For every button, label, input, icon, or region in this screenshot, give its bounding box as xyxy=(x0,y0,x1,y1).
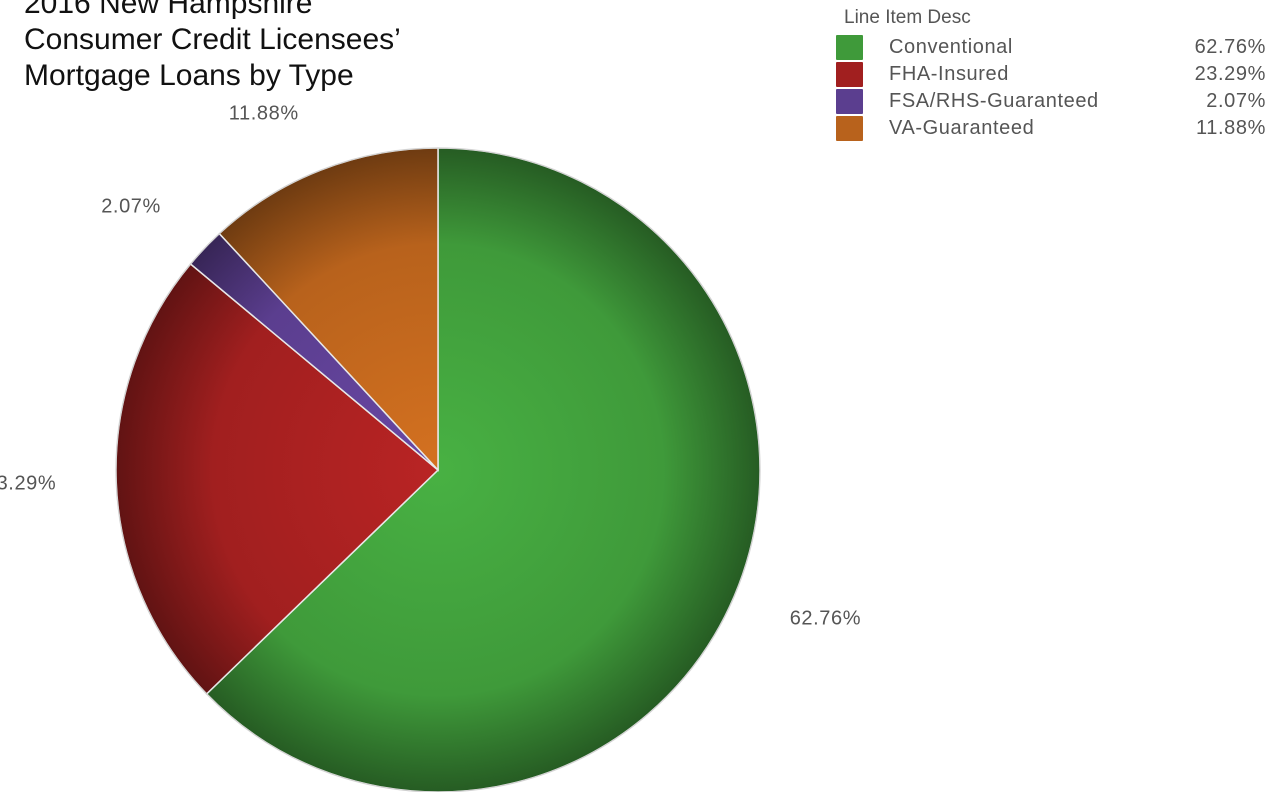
chart-title-line: 2016 New Hampshire xyxy=(24,0,313,20)
chart-title-line: Mortgage Loans by Type xyxy=(24,59,354,92)
chart-title-line: Consumer Credit Licensees’ xyxy=(24,23,401,56)
legend-swatch xyxy=(836,116,863,141)
legend-title: Line Item Desc xyxy=(844,7,971,28)
legend-item-fha-insured[interactable]: FHA-Insured 23.29% xyxy=(836,61,1266,88)
pie-data-label: 11.88% xyxy=(229,103,299,125)
legend-label: Conventional xyxy=(889,36,1013,58)
legend-swatch xyxy=(836,89,863,114)
legend-value: 11.88% xyxy=(1196,117,1266,139)
legend-value: 2.07% xyxy=(1206,90,1266,112)
legend-label: VA-Guaranteed xyxy=(889,117,1035,139)
legend: Line Item Desc Conventional 62.76% FHA-I… xyxy=(836,6,1266,142)
legend-item-fsa-rhs-guaranteed[interactable]: FSA/RHS-Guaranteed 2.07% xyxy=(836,88,1266,115)
legend-item-conventional[interactable]: Conventional 62.76% xyxy=(836,34,1266,61)
pie-labels: 62.76% 23.29% 2.07% 11.88% xyxy=(0,103,861,630)
pie-data-label: 23.29% xyxy=(0,473,56,495)
legend-value: 62.76% xyxy=(1194,36,1266,58)
legend-swatch xyxy=(836,62,863,87)
pie-outline xyxy=(115,147,761,792)
chart-title: 2016 New Hampshire Consumer Credit Licen… xyxy=(24,0,544,94)
legend-swatch xyxy=(836,35,863,60)
pie-data-label: 2.07% xyxy=(101,195,161,217)
legend-label: FSA/RHS-Guaranteed xyxy=(889,90,1099,112)
pie-slices xyxy=(115,147,761,792)
pie-data-label: 62.76% xyxy=(790,607,861,629)
legend-label: FHA-Insured xyxy=(889,63,1009,85)
legend-item-va-guaranteed[interactable]: VA-Guaranteed 11.88% xyxy=(836,115,1266,142)
legend-value: 23.29% xyxy=(1194,63,1266,85)
